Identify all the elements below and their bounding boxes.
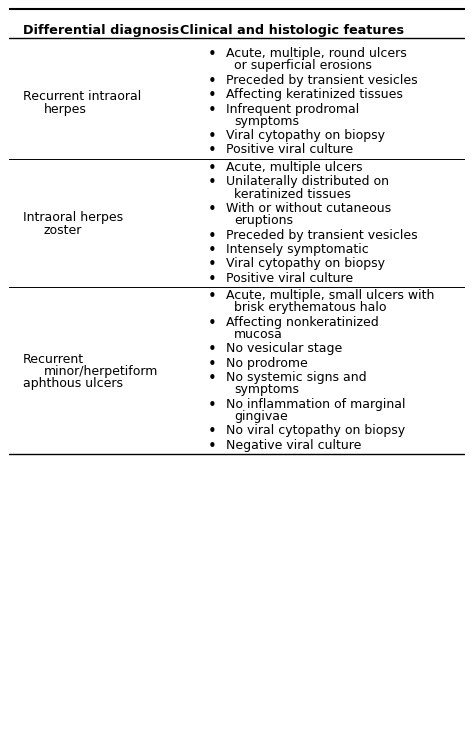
Text: •: • (208, 316, 216, 331)
Text: Recurrent intraoral: Recurrent intraoral (23, 90, 141, 103)
Text: mucosa: mucosa (234, 328, 283, 341)
Text: Acute, multiple, round ulcers: Acute, multiple, round ulcers (226, 47, 406, 60)
Text: •: • (208, 424, 216, 439)
Text: No inflammation of marginal: No inflammation of marginal (226, 398, 405, 410)
Text: Clinical and histologic features: Clinical and histologic features (180, 24, 403, 37)
Text: •: • (208, 175, 216, 191)
Text: Positive viral culture: Positive viral culture (226, 144, 353, 156)
Text: gingivae: gingivae (234, 410, 288, 423)
Text: Positive viral culture: Positive viral culture (226, 272, 353, 284)
Text: zoster: zoster (44, 224, 82, 237)
Text: •: • (208, 357, 216, 372)
Text: •: • (208, 371, 216, 386)
Text: •: • (208, 257, 216, 272)
Text: Recurrent: Recurrent (23, 353, 84, 366)
Text: •: • (208, 129, 216, 144)
Text: or superficial erosions: or superficial erosions (234, 59, 372, 73)
Text: •: • (208, 74, 216, 89)
Text: herpes: herpes (44, 103, 86, 116)
Text: keratinized tissues: keratinized tissues (234, 188, 351, 201)
Text: Acute, multiple, small ulcers with: Acute, multiple, small ulcers with (226, 290, 434, 302)
Text: •: • (208, 272, 216, 287)
Text: Preceded by transient vesicles: Preceded by transient vesicles (226, 74, 417, 86)
Text: •: • (208, 88, 216, 103)
Text: Unilaterally distributed on: Unilaterally distributed on (226, 175, 389, 188)
Text: Intensely symptomatic: Intensely symptomatic (226, 243, 368, 256)
Text: •: • (208, 342, 216, 358)
Text: No viral cytopathy on biopsy: No viral cytopathy on biopsy (226, 424, 405, 438)
Text: Acute, multiple ulcers: Acute, multiple ulcers (226, 161, 362, 174)
Text: •: • (208, 243, 216, 258)
Text: With or without cutaneous: With or without cutaneous (226, 202, 391, 215)
Text: Preceded by transient vesicles: Preceded by transient vesicles (226, 229, 417, 242)
Text: Affecting keratinized tissues: Affecting keratinized tissues (226, 88, 402, 101)
Text: Viral cytopathy on biopsy: Viral cytopathy on biopsy (226, 129, 384, 142)
Text: •: • (208, 438, 216, 454)
Text: Affecting nonkeratinized: Affecting nonkeratinized (226, 316, 378, 329)
Text: •: • (208, 202, 216, 217)
Text: symptoms: symptoms (234, 383, 299, 397)
Text: •: • (208, 290, 216, 304)
Text: minor/herpetiform: minor/herpetiform (44, 365, 158, 378)
Text: eruptions: eruptions (234, 214, 293, 227)
Text: Negative viral culture: Negative viral culture (226, 438, 361, 452)
Text: •: • (208, 144, 216, 158)
Text: aphthous ulcers: aphthous ulcers (23, 377, 123, 390)
Text: Viral cytopathy on biopsy: Viral cytopathy on biopsy (226, 257, 384, 270)
Text: •: • (208, 398, 216, 413)
Text: Infrequent prodromal: Infrequent prodromal (226, 103, 359, 116)
Text: Intraoral herpes: Intraoral herpes (23, 211, 123, 224)
Text: No prodrome: No prodrome (226, 357, 307, 369)
Text: •: • (208, 161, 216, 176)
Text: •: • (208, 47, 216, 62)
Text: Differential diagnosis: Differential diagnosis (23, 24, 179, 37)
Text: No systemic signs and: No systemic signs and (226, 371, 366, 384)
Text: •: • (208, 103, 216, 117)
Text: symptoms: symptoms (234, 114, 299, 128)
Text: •: • (208, 229, 216, 243)
Text: brisk erythematous halo: brisk erythematous halo (234, 301, 386, 314)
Text: No vesicular stage: No vesicular stage (226, 342, 342, 356)
